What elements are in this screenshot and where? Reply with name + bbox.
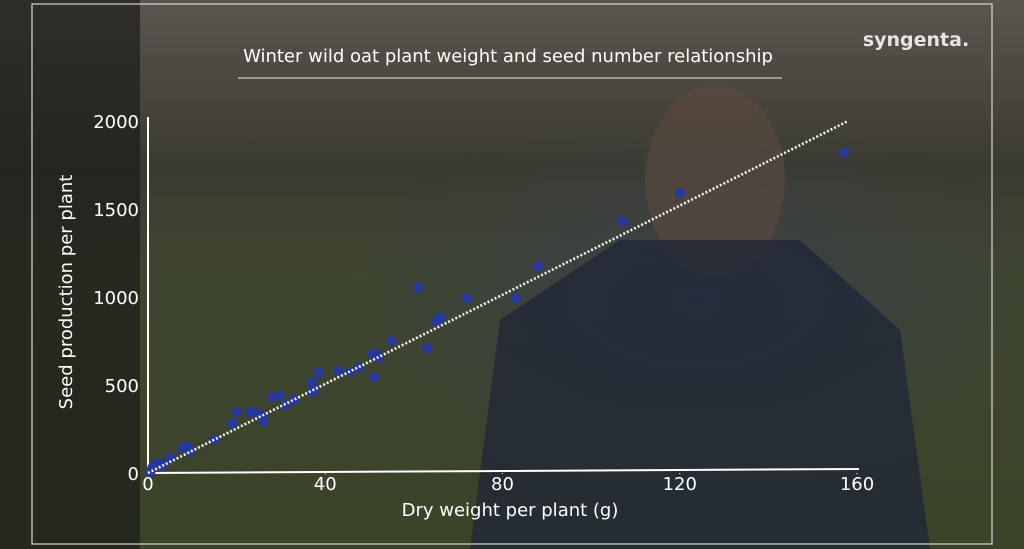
data-point	[306, 377, 318, 388]
data-point	[209, 434, 220, 445]
x-tick-label: 0	[142, 474, 153, 495]
data-point	[289, 394, 300, 406]
data-point	[413, 282, 424, 293]
x-axis-label: Dry weight per plant (g)	[402, 500, 619, 521]
data-point	[353, 362, 365, 373]
x-tick-label: 120	[663, 474, 697, 495]
data-point	[435, 312, 446, 323]
chart-title: Winter wild oat plant weight and seed nu…	[243, 46, 773, 67]
data-point	[532, 261, 544, 272]
data-point	[510, 292, 521, 304]
y-tick-label: 2000	[93, 112, 139, 133]
y-tick-label: 1000	[93, 288, 139, 309]
data-point	[164, 452, 176, 464]
data-point	[616, 216, 628, 227]
x-axis	[146, 468, 860, 474]
data-point	[249, 407, 260, 418]
y-tick-label: 1500	[93, 200, 139, 221]
data-point	[313, 367, 325, 378]
y-tick-label: 0	[128, 464, 139, 485]
x-tick-label: 40	[314, 474, 337, 495]
trendline	[147, 119, 849, 475]
data-point	[333, 365, 344, 377]
data-point	[258, 415, 269, 427]
data-point	[421, 342, 433, 354]
data-point	[231, 407, 242, 418]
data-point	[674, 187, 685, 199]
data-point	[368, 371, 380, 383]
x-tick-label: 160	[840, 474, 874, 495]
data-point	[184, 446, 196, 458]
data-point	[461, 292, 473, 304]
y-tick-label: 500	[105, 376, 139, 397]
data-point	[386, 335, 397, 347]
data-point	[226, 418, 238, 429]
y-axis-label: Seed production per plant	[56, 175, 77, 410]
data-point	[273, 390, 285, 401]
x-tick-label: 80	[491, 474, 514, 495]
data-point	[838, 147, 849, 158]
logo: syngenta.	[863, 29, 969, 51]
